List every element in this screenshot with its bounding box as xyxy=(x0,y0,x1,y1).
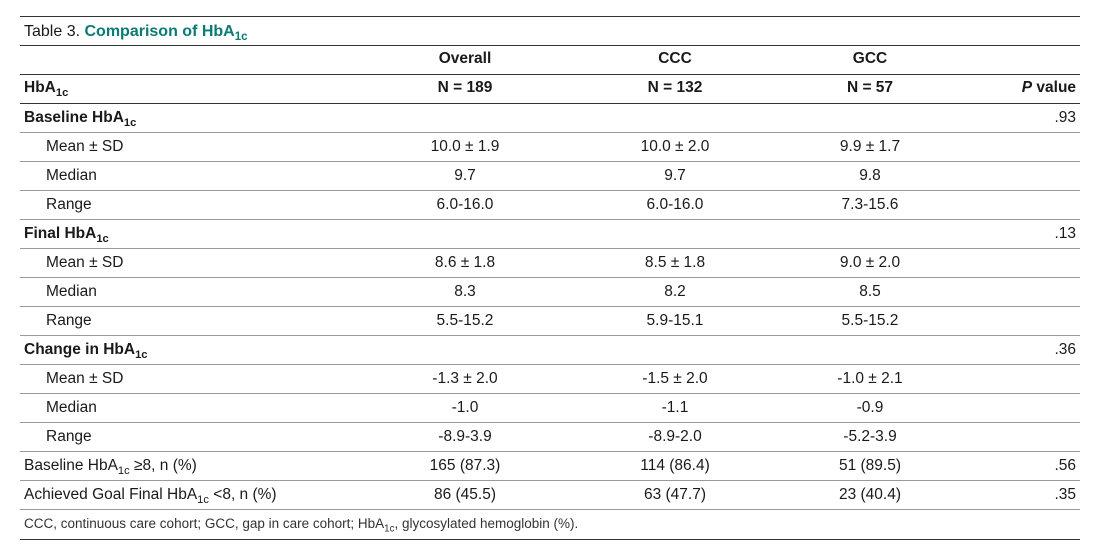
value-cell: 7.3-15.6 xyxy=(780,191,960,220)
table-row: Change in HbA1c .36 xyxy=(20,336,1080,365)
stat-label: Mean ± SD xyxy=(20,249,360,278)
table-body: Baseline HbA1c.93Mean ± SD10.0 ± 1.910.0… xyxy=(20,104,1080,510)
table-number: Table 3. xyxy=(24,23,80,40)
value-cell: 23 (40.4) xyxy=(780,481,960,510)
table-row: Median8.38.28.5 xyxy=(20,278,1080,307)
value-cell: -8.9-3.9 xyxy=(360,423,570,452)
table-row: Achieved Goal Final HbA1c <8, n (%)86 (4… xyxy=(20,481,1080,510)
value-cell: 8.5 xyxy=(780,278,960,307)
section-label: Change in HbA1c xyxy=(20,336,360,365)
table-row: Final HbA1c .13 xyxy=(20,220,1080,249)
pvalue-cell: .36 xyxy=(960,336,1080,365)
col-overall-n: N = 189 xyxy=(360,75,570,104)
col-gcc-name: GCC xyxy=(780,46,960,75)
col-gcc-n: N = 57 xyxy=(780,75,960,104)
value-cell: -1.0 xyxy=(360,394,570,423)
col-ccc-n: N = 132 xyxy=(570,75,780,104)
value-cell: 9.7 xyxy=(570,162,780,191)
value-cell: 9.0 ± 2.0 xyxy=(780,249,960,278)
stat-label: Mean ± SD xyxy=(20,133,360,162)
table-row: Range-8.9-3.9-8.9-2.0-5.2-3.9 xyxy=(20,423,1080,452)
comparison-table: Table 3. Comparison of HbA1c Overall CCC… xyxy=(20,16,1080,540)
footnote: CCC, continuous care cohort; GCC, gap in… xyxy=(20,510,1080,540)
value-cell: 5.5-15.2 xyxy=(780,307,960,336)
value-cell: 5.9-15.1 xyxy=(570,307,780,336)
value-cell: 10.0 ± 2.0 xyxy=(570,133,780,162)
value-cell: 165 (87.3) xyxy=(360,452,570,481)
stat-label: Range xyxy=(20,423,360,452)
value-cell: -1.3 ± 2.0 xyxy=(360,365,570,394)
value-cell: 8.2 xyxy=(570,278,780,307)
value-cell: 8.5 ± 1.8 xyxy=(570,249,780,278)
value-cell: 8.3 xyxy=(360,278,570,307)
footnote-row: CCC, continuous care cohort; GCC, gap in… xyxy=(20,510,1080,540)
table-row: Baseline HbA1c ≥8, n (%)165 (87.3)114 (8… xyxy=(20,452,1080,481)
table-row: Baseline HbA1c .93 xyxy=(20,104,1080,133)
value-cell: 51 (89.5) xyxy=(780,452,960,481)
table-row: Mean ± SD10.0 ± 1.910.0 ± 2.09.9 ± 1.7 xyxy=(20,133,1080,162)
header-row-2: HbA1c N = 189 N = 132 N = 57 P value xyxy=(20,75,1080,104)
section-label: Baseline HbA1c xyxy=(20,104,360,133)
pvalue-cell: .93 xyxy=(960,104,1080,133)
value-cell: 6.0-16.0 xyxy=(570,191,780,220)
value-cell: -1.0 ± 2.1 xyxy=(780,365,960,394)
row-header-label: HbA1c xyxy=(20,75,360,104)
table-title: Comparison of HbA1c xyxy=(85,23,248,40)
table-row: Mean ± SD8.6 ± 1.88.5 ± 1.89.0 ± 2.0 xyxy=(20,249,1080,278)
value-cell: -1.5 ± 2.0 xyxy=(570,365,780,394)
value-cell: 6.0-16.0 xyxy=(360,191,570,220)
table-row: Median-1.0-1.1-0.9 xyxy=(20,394,1080,423)
value-cell: 9.8 xyxy=(780,162,960,191)
pvalue-cell: .13 xyxy=(960,220,1080,249)
value-cell: 9.7 xyxy=(360,162,570,191)
stat-label: Baseline HbA1c ≥8, n (%) xyxy=(20,452,360,481)
value-cell: 5.5-15.2 xyxy=(360,307,570,336)
stat-label: Achieved Goal Final HbA1c <8, n (%) xyxy=(20,481,360,510)
value-cell: 10.0 ± 1.9 xyxy=(360,133,570,162)
stat-label: Median xyxy=(20,394,360,423)
value-cell: -1.1 xyxy=(570,394,780,423)
value-cell: 9.9 ± 1.7 xyxy=(780,133,960,162)
table-title-row: Table 3. Comparison of HbA1c xyxy=(20,17,1080,46)
value-cell: -0.9 xyxy=(780,394,960,423)
col-ccc-name: CCC xyxy=(570,46,780,75)
stat-label: Range xyxy=(20,191,360,220)
pvalue-cell: .56 xyxy=(960,452,1080,481)
col-overall-name: Overall xyxy=(360,46,570,75)
table-row: Mean ± SD-1.3 ± 2.0-1.5 ± 2.0-1.0 ± 2.1 xyxy=(20,365,1080,394)
stat-label: Range xyxy=(20,307,360,336)
value-cell: -5.2-3.9 xyxy=(780,423,960,452)
value-cell: 86 (45.5) xyxy=(360,481,570,510)
value-cell: 114 (86.4) xyxy=(570,452,780,481)
pvalue-header: P value xyxy=(960,75,1080,104)
value-cell: 63 (47.7) xyxy=(570,481,780,510)
value-cell: 8.6 ± 1.8 xyxy=(360,249,570,278)
stat-label: Mean ± SD xyxy=(20,365,360,394)
value-cell: -8.9-2.0 xyxy=(570,423,780,452)
section-label: Final HbA1c xyxy=(20,220,360,249)
stat-label: Median xyxy=(20,278,360,307)
stat-label: Median xyxy=(20,162,360,191)
table-row: Range5.5-15.25.9-15.15.5-15.2 xyxy=(20,307,1080,336)
pvalue-cell: .35 xyxy=(960,481,1080,510)
table-row: Range6.0-16.06.0-16.07.3-15.6 xyxy=(20,191,1080,220)
table-row: Median9.79.79.8 xyxy=(20,162,1080,191)
header-row-1: Overall CCC GCC xyxy=(20,46,1080,75)
